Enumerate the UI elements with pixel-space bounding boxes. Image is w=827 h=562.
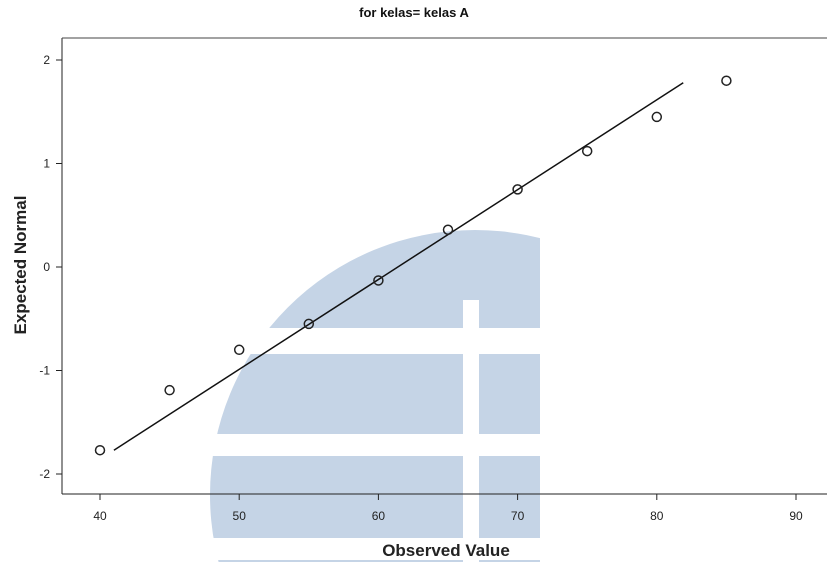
data-point xyxy=(303,318,315,330)
data-point xyxy=(164,384,175,396)
data-point xyxy=(373,275,384,286)
data-point xyxy=(581,145,593,157)
watermark-logo xyxy=(210,230,540,562)
y-tick-label: 1 xyxy=(43,157,50,171)
watermark-band xyxy=(210,560,540,562)
data-point xyxy=(512,184,523,195)
x-tick-label: 40 xyxy=(93,509,107,523)
x-tick-label: 50 xyxy=(233,509,247,523)
data-point xyxy=(233,344,245,356)
data-points xyxy=(94,75,732,456)
x-tick-label: 70 xyxy=(511,509,525,523)
x-tick-label: 80 xyxy=(650,509,664,523)
x-tick-label: 60 xyxy=(372,509,386,523)
axis-ticks: 40 50 60 70 80 90 2 1 0 -1 -2 xyxy=(39,53,803,523)
watermark-band xyxy=(210,354,540,434)
data-point xyxy=(651,111,663,123)
y-tick-label: -2 xyxy=(39,467,50,481)
chart-title: for kelas= kelas A xyxy=(359,5,469,20)
y-axis-title: Expected Normal xyxy=(11,196,30,335)
data-point xyxy=(721,75,732,86)
x-tick-label: 90 xyxy=(789,509,803,523)
y-tick-label: -1 xyxy=(39,364,50,378)
plot-frame xyxy=(61,37,827,495)
watermark-band xyxy=(210,456,540,538)
data-point xyxy=(442,224,454,235)
x-axis-title: Observed Value xyxy=(382,541,510,560)
y-tick-label: 2 xyxy=(43,53,50,67)
fit-line-group xyxy=(113,82,684,451)
watermark-band xyxy=(210,230,540,328)
data-point xyxy=(94,444,106,456)
fit-line xyxy=(113,82,684,451)
y-tick-label: 0 xyxy=(43,260,50,274)
